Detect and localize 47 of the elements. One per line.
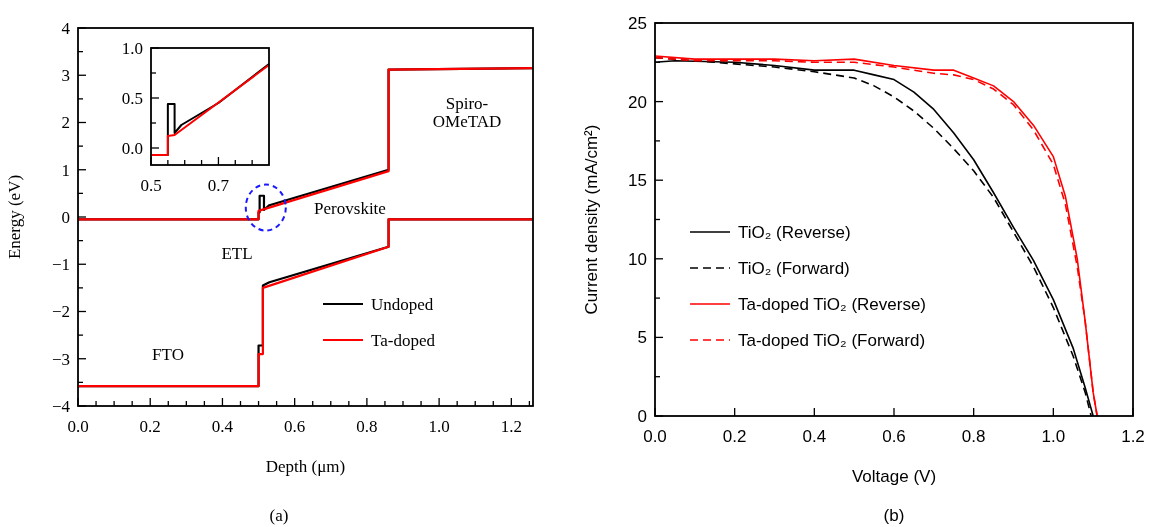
legend-label: Ta-doped TiO₂ (Forward) bbox=[738, 330, 926, 350]
y-tick-label: −4 bbox=[51, 396, 71, 416]
y-axis-title: Current density (mA/cm²) bbox=[582, 124, 601, 315]
y-tick-label: 0.5 bbox=[121, 88, 143, 108]
legend-label: TiO₂ (Forward) bbox=[738, 258, 850, 278]
x-tick-label: 1.0 bbox=[428, 417, 450, 436]
x-tick-label: 0.7 bbox=[207, 176, 230, 195]
legend-label: Ta-doped TiO₂ (Reverse) bbox=[738, 294, 927, 314]
x-axis-title: Depth (μm) bbox=[265, 457, 346, 476]
y-tick-label: −1 bbox=[51, 255, 70, 275]
annotation: Perovskite bbox=[314, 198, 386, 218]
y-tick-label: 0 bbox=[637, 406, 647, 426]
x-tick-label: 1.2 bbox=[1121, 427, 1145, 446]
y-tick-label: 1 bbox=[61, 160, 70, 180]
y-tick-label: 0.0 bbox=[121, 138, 143, 158]
annotation: ETL bbox=[221, 243, 253, 263]
y-tick-label: 3 bbox=[61, 66, 70, 86]
x-tick-label: 0.4 bbox=[802, 427, 827, 446]
y-tick-label: 2 bbox=[61, 113, 70, 133]
annotation: Spiro- OMeTAD bbox=[432, 93, 502, 132]
y-tick-label: 4 bbox=[61, 18, 71, 38]
y-tick-label: 0 bbox=[61, 207, 70, 227]
x-tick-label: 1.0 bbox=[1041, 427, 1066, 446]
y-tick-label: 5 bbox=[637, 328, 647, 348]
legend-label: Undoped bbox=[371, 294, 434, 314]
y-tick-label: −2 bbox=[51, 302, 70, 322]
y-tick-label: 1.0 bbox=[121, 38, 143, 58]
y-axis-title: Energy (eV) bbox=[5, 174, 24, 260]
text: (b) bbox=[883, 505, 905, 525]
x-tick-label: 0.2 bbox=[722, 427, 747, 446]
text: (a) bbox=[269, 505, 289, 525]
y-tick-label: 25 bbox=[628, 13, 647, 33]
x-tick-label: 1.2 bbox=[500, 417, 522, 436]
x-tick-label: 0.6 bbox=[284, 417, 306, 436]
y-tick-label: 10 bbox=[628, 249, 647, 269]
legend-label: Ta-doped bbox=[371, 330, 436, 350]
x-tick-label: 0.8 bbox=[356, 417, 378, 436]
annotation: FTO bbox=[152, 344, 184, 364]
y-tick-label: 15 bbox=[628, 171, 647, 191]
legend-label: TiO₂ (Reverse) bbox=[738, 222, 851, 242]
x-tick-label: 0.2 bbox=[139, 417, 161, 436]
y-tick-label: 20 bbox=[628, 92, 647, 112]
x-tick-label: 0.4 bbox=[211, 417, 234, 436]
x-tick-label: 0.8 bbox=[961, 427, 986, 446]
x-axis-title: Voltage (V) bbox=[851, 467, 937, 486]
y-tick-label: −3 bbox=[51, 349, 70, 369]
x-tick-label: 0.6 bbox=[882, 427, 906, 446]
